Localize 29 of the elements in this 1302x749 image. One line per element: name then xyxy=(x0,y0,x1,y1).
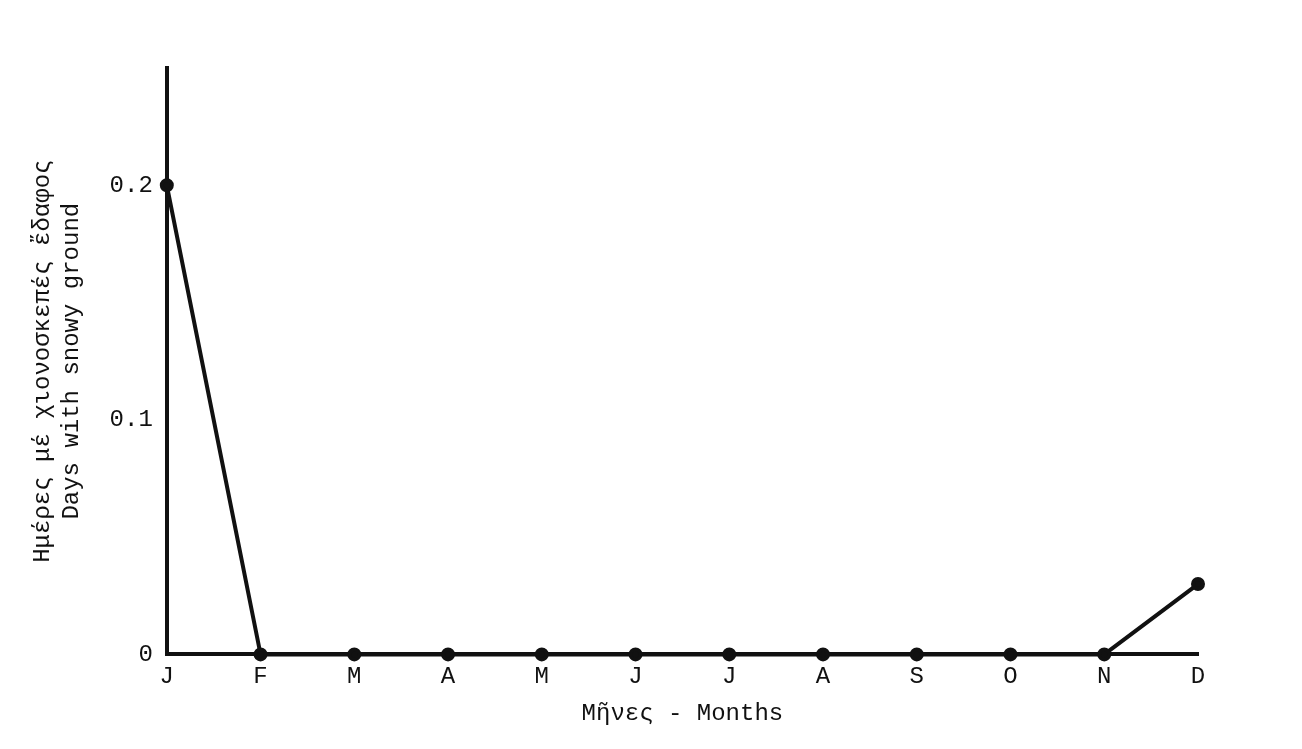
point xyxy=(1191,577,1205,592)
point xyxy=(909,647,924,662)
y-tick-label: 0.2 xyxy=(109,171,153,199)
x-tick-label: M xyxy=(534,663,549,691)
point xyxy=(816,647,831,662)
x-tick-label: M xyxy=(347,663,362,691)
x-tick-label: A xyxy=(815,663,831,691)
x-tick-label: J xyxy=(159,663,175,691)
point xyxy=(1003,647,1018,662)
y-axis-title: Ημέρες μέ χιονοσκεπές ἔδαφος Days with snowy ground xyxy=(28,159,85,563)
point xyxy=(253,647,268,662)
x-tick-label: D xyxy=(1190,663,1206,691)
x-axis-title: Μῆνες - Months xyxy=(581,699,784,727)
point xyxy=(1097,647,1112,662)
x-tick-label: J xyxy=(722,663,737,691)
x-tick-label: A xyxy=(440,663,456,691)
point xyxy=(722,647,737,662)
y-tick-label: 0 xyxy=(138,640,153,668)
point xyxy=(628,647,643,662)
y-tick-label: 0.1 xyxy=(109,406,153,434)
x-tick-label: F xyxy=(253,663,268,691)
x-tick-label: N xyxy=(1097,663,1112,691)
point xyxy=(534,647,549,662)
x-tick-label: O xyxy=(1003,663,1018,691)
x-tick-label: J xyxy=(628,663,643,691)
x-tick-label: S xyxy=(909,663,924,691)
point xyxy=(347,647,362,662)
point xyxy=(159,178,174,193)
point xyxy=(441,647,456,662)
